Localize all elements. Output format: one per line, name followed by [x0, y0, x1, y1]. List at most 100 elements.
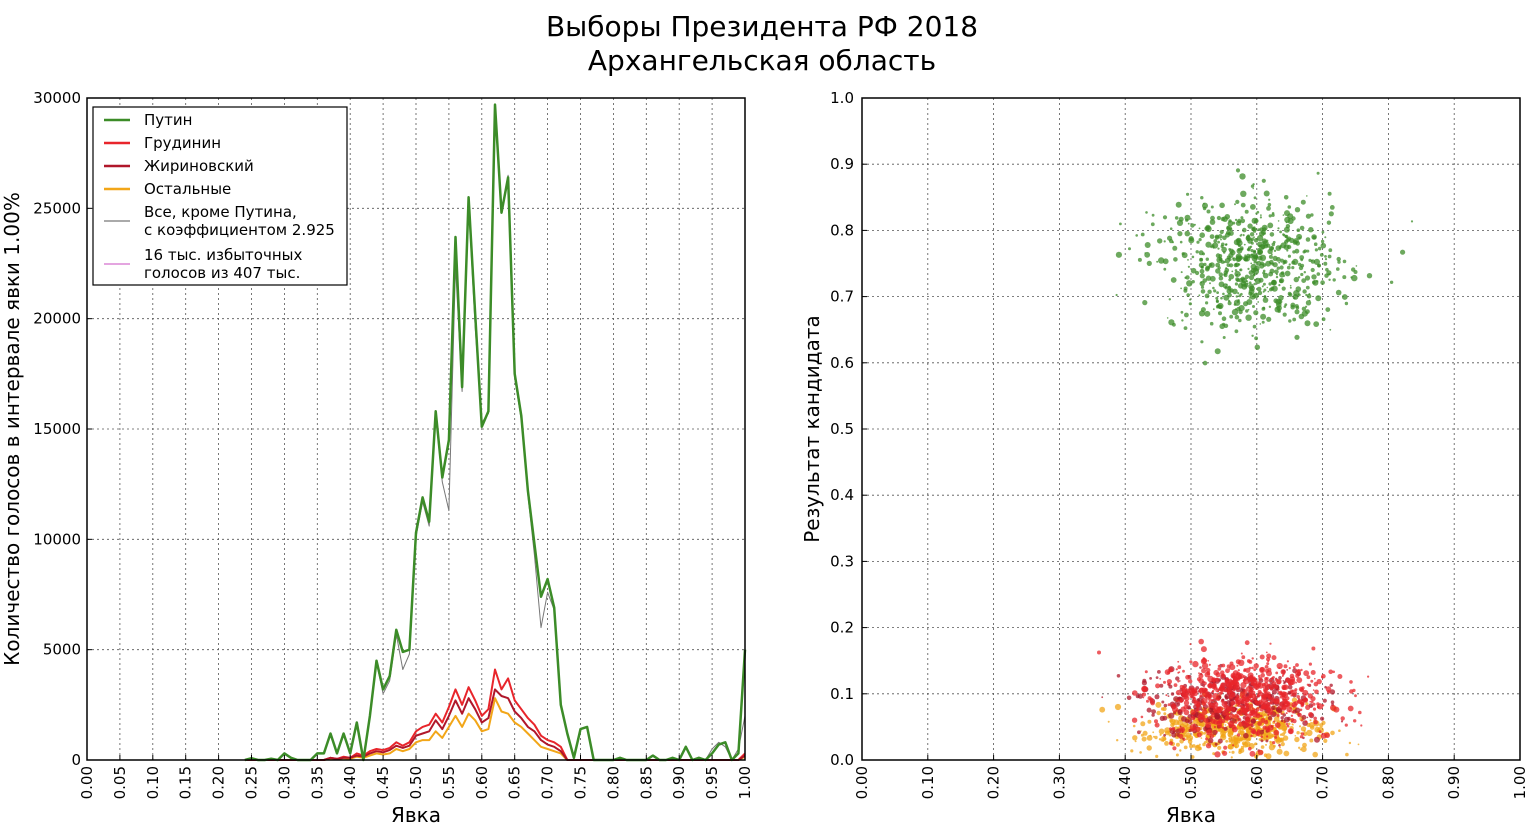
scatter-point-putin	[1310, 267, 1315, 273]
scatter-point-putin	[1321, 317, 1326, 322]
histogram-x-tick-label: 0.80	[604, 766, 622, 799]
scatter-point-others	[1159, 733, 1162, 736]
scatter-point-grudinin	[1175, 668, 1178, 671]
scatter-point-putin	[1187, 259, 1189, 261]
scatter-point-putin	[1259, 216, 1262, 219]
scatter-point-grudinin	[1267, 712, 1270, 714]
scatter-point-putin	[1236, 247, 1243, 254]
scatter-point-others	[1169, 718, 1176, 725]
scatter-point-grudinin	[1207, 660, 1209, 662]
scatter-point-putin	[1179, 240, 1183, 244]
scatter-point-others	[1287, 722, 1291, 726]
scatter-point-grudinin	[1257, 713, 1261, 716]
scatter-point-putin	[1287, 254, 1291, 258]
scatter-point-grudinin	[1266, 657, 1271, 662]
scatter-point-putin	[1279, 272, 1285, 278]
scatter-point-putin	[1218, 311, 1222, 316]
scatter-point-grudinin	[1288, 667, 1291, 670]
scatter-point-grudinin	[1185, 674, 1190, 680]
scatter-point-putin	[1305, 213, 1311, 219]
scatter-point-putin	[1221, 316, 1227, 322]
scatter-point-zhirinovsky	[1280, 716, 1284, 720]
scatter-point-zhirinovsky	[1155, 676, 1159, 679]
scatter-point-putin	[1209, 321, 1214, 326]
scatter-point-grudinin	[1251, 657, 1254, 660]
scatter-point-putin	[1337, 260, 1341, 264]
scatter-point-putin	[1287, 291, 1292, 296]
scatter-point-grudinin	[1266, 735, 1269, 738]
scatter-point-putin	[1400, 249, 1406, 255]
histogram-x-tick-label: 0.65	[506, 766, 524, 799]
scatter-point-grudinin	[1210, 702, 1216, 709]
scatter-point-putin	[1327, 254, 1332, 259]
scatter-point-putin	[1248, 274, 1255, 281]
scatter-point-others	[1309, 738, 1314, 743]
scatter-point-putin	[1313, 321, 1320, 327]
scatter-point-grudinin	[1242, 679, 1246, 682]
scatter-point-putin	[1271, 253, 1273, 256]
scatter-point-putin	[1290, 304, 1295, 310]
scatter-point-putin	[1305, 293, 1308, 297]
scatter-point-putin	[1234, 282, 1238, 286]
scatter-point-grudinin	[1215, 730, 1218, 733]
scatter-point-putin	[1240, 292, 1243, 296]
scatter-point-putin	[1218, 281, 1225, 288]
scatter-point-grudinin	[1325, 686, 1332, 692]
scatter-point-zhirinovsky	[1146, 707, 1152, 713]
scatter-point-grudinin	[1222, 750, 1228, 756]
scatter-point-grudinin	[1221, 726, 1225, 729]
scatter-point-grudinin	[1221, 673, 1225, 677]
scatter-point-others	[1231, 750, 1235, 754]
scatter-point-grudinin	[1228, 694, 1234, 700]
scatter-point-putin	[1186, 192, 1190, 196]
scatter-point-grudinin	[1167, 703, 1171, 707]
scatter-point-grudinin	[1179, 684, 1184, 689]
scatter-point-grudinin	[1177, 660, 1180, 663]
scatter-point-putin	[1302, 289, 1307, 294]
scatter-point-putin	[1328, 278, 1331, 281]
scatter-point-grudinin	[1244, 718, 1251, 725]
scatter-point-putin	[1287, 205, 1292, 209]
scatter-point-putin	[1289, 284, 1292, 287]
scatter-point-putin	[1224, 286, 1228, 290]
scatter-point-putin	[1303, 271, 1307, 274]
scatter-point-putin	[1195, 270, 1200, 276]
scatter-point-putin	[1283, 226, 1290, 233]
scatter-point-others	[1312, 751, 1318, 758]
scatter-point-putin	[1237, 292, 1240, 295]
scatter-point-putin	[1261, 238, 1268, 245]
scatter-point-others	[1190, 755, 1195, 759]
scatter-point-others	[1260, 745, 1265, 749]
scatter-point-grudinin	[1248, 723, 1252, 727]
scatter-point-putin	[1305, 237, 1311, 242]
scatter-point-putin	[1210, 205, 1214, 209]
scatter-point-putin	[1328, 273, 1331, 276]
scatter-point-putin	[1274, 269, 1279, 275]
scatter-point-others	[1283, 750, 1290, 757]
scatter-point-putin	[1198, 238, 1202, 242]
scatter-point-putin	[1222, 216, 1228, 223]
scatter-point-grudinin	[1196, 732, 1202, 738]
scatter-point-others	[1146, 745, 1152, 751]
scatter-point-grudinin	[1301, 732, 1305, 736]
scatter-point-putin	[1235, 199, 1240, 204]
scatter-point-grudinin	[1229, 664, 1236, 671]
scatter-point-putin	[1150, 222, 1155, 227]
scatter-point-zhirinovsky	[1170, 692, 1175, 696]
scatter-point-zhirinovsky	[1214, 742, 1218, 746]
scatter-point-putin	[1317, 246, 1322, 251]
scatter-point-grudinin	[1280, 669, 1286, 675]
scatter-point-zhirinovsky	[1175, 676, 1180, 681]
scatter-point-putin	[1293, 276, 1300, 283]
scatter-point-putin	[1293, 238, 1299, 244]
scatter-point-putin	[1253, 196, 1257, 200]
scatter-point-putin	[1253, 282, 1256, 286]
scatter-point-grudinin	[1217, 664, 1220, 668]
scatter-point-grudinin	[1189, 643, 1192, 646]
scatter-point-putin	[1284, 235, 1288, 239]
scatter-point-putin	[1188, 237, 1195, 244]
scatter-point-zhirinovsky	[1278, 744, 1281, 747]
scatter-point-putin	[1144, 251, 1151, 258]
scatter-point-putin	[1253, 238, 1259, 243]
scatter-point-putin	[1295, 305, 1300, 310]
